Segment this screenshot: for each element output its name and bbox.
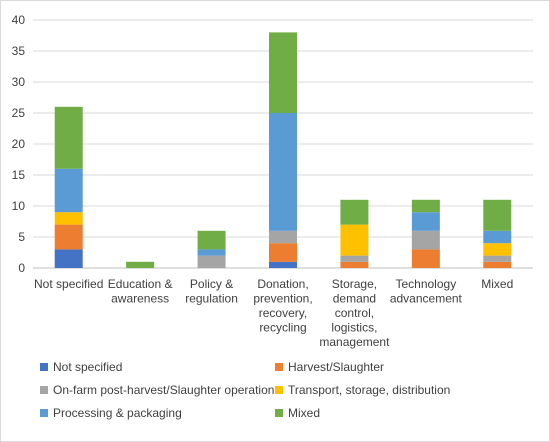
- y-tick-label: 10: [12, 199, 26, 213]
- bar-segment: [54, 212, 83, 225]
- bar-segment: [54, 168, 83, 213]
- bar-segment: [54, 224, 83, 250]
- bar-segment: [411, 199, 440, 213]
- legend-label: Processing & packaging: [53, 406, 182, 420]
- bar-segment: [269, 261, 297, 268]
- y-tick-label: 5: [18, 230, 25, 244]
- bar-segment: [483, 243, 512, 256]
- legend-item: Processing & packaging: [40, 406, 182, 420]
- legend-item: Harvest/Slaughter: [275, 360, 384, 374]
- y-tick-label: 15: [12, 168, 26, 182]
- legend-item: Transport, storage, distribution: [275, 383, 450, 397]
- bar-segment: [197, 249, 226, 256]
- legend-swatch: [40, 363, 48, 371]
- bar-segment: [483, 261, 512, 268]
- y-tick-label: 25: [12, 106, 26, 120]
- y-tick-label: 35: [12, 44, 26, 58]
- bar-segment: [483, 199, 512, 231]
- bar-segment: [340, 224, 369, 256]
- legend-item: On-farm post-harvest/Slaughter operation…: [40, 383, 280, 397]
- legend-item: Not specified: [40, 360, 122, 374]
- bar-segment: [269, 32, 297, 113]
- bar-segment: [197, 230, 226, 250]
- bar-segment: [483, 255, 512, 262]
- legend-label: Transport, storage, distribution: [288, 383, 451, 397]
- bar-segment: [54, 249, 83, 268]
- x-tick-label: Policy & regulation: [185, 277, 238, 306]
- legend-swatch: [40, 386, 48, 394]
- bar-segment: [340, 255, 369, 262]
- legend-swatch: [275, 386, 283, 394]
- bar-segment: [340, 199, 369, 225]
- x-tick-label: Donation, prevention, recovery, recycling: [253, 277, 312, 335]
- x-tick-label: Not specified: [34, 277, 103, 291]
- legend-label: Harvest/Slaughter: [288, 360, 385, 374]
- x-tick-label: Storage, demand control, logistics, manageme…: [319, 277, 390, 349]
- bar-segment: [269, 230, 297, 244]
- bar-segment: [340, 261, 369, 268]
- bar-segment: [411, 249, 440, 268]
- legend-label: On-farm post-harvest/Slaughter operation…: [53, 383, 281, 397]
- legend-swatch: [275, 409, 283, 417]
- legend-label: Not specified: [53, 360, 123, 374]
- legend-item: Mixed: [275, 406, 320, 420]
- bar-segment: [411, 212, 440, 231]
- bar-segment: [269, 113, 297, 231]
- bar-segment: [483, 230, 512, 244]
- y-tick-label: 0: [18, 261, 25, 275]
- y-tick-label: 40: [12, 13, 26, 27]
- legend-swatch: [40, 409, 48, 417]
- x-tick-label: Education & awareness: [108, 277, 173, 306]
- x-tick-label: Mixed: [481, 277, 513, 291]
- legend-swatch: [275, 363, 283, 371]
- bar-segment: [54, 106, 83, 169]
- y-tick-label: 20: [12, 137, 26, 151]
- bar-segment: [126, 261, 155, 268]
- y-tick-label: 30: [12, 75, 26, 89]
- bar-segment: [269, 243, 297, 262]
- legend-label: Mixed: [288, 406, 321, 420]
- x-tick-label: Technology advancement: [390, 277, 463, 306]
- bar-segment: [411, 230, 440, 250]
- bar-segment: [197, 255, 226, 268]
